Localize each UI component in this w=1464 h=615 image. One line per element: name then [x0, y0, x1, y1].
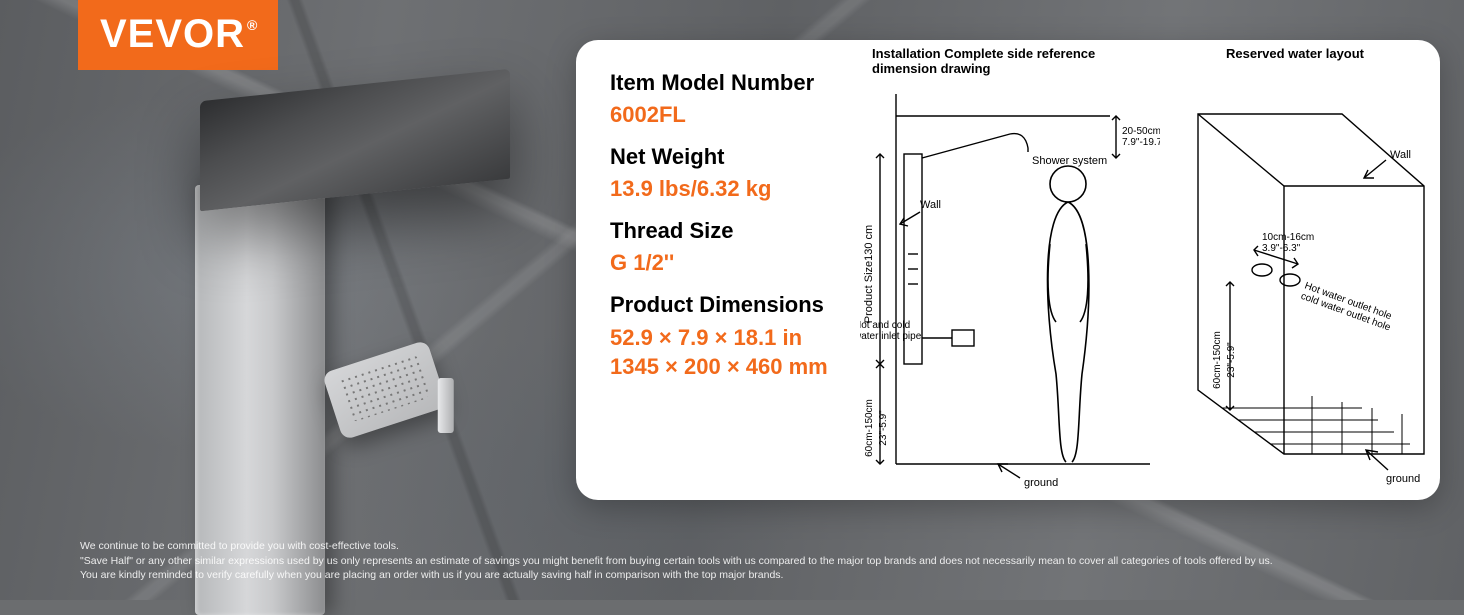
shower-head [200, 69, 510, 212]
svg-text:23"-5.9": 23"-5.9" [878, 410, 889, 446]
svg-text:20-50cm7.9"-19.7": 20-50cm7.9"-19.7" [1122, 126, 1160, 148]
diagram1-svg: Wall Shower system Product Size130 cm Ho… [860, 74, 1160, 494]
svg-text:23"-5.9": 23"-5.9" [1226, 342, 1237, 378]
d2-wall: Wall [1390, 149, 1411, 161]
d1-product-size: Product Size130 cm [863, 225, 875, 323]
spec-value: 13.9 lbs/6.32 kg [610, 176, 846, 202]
diagram2-title: Reserved water layout [1226, 46, 1364, 61]
d2-ground: ground [1386, 473, 1420, 485]
hand-shower [322, 340, 448, 441]
svg-text:60cm-150cm: 60cm-150cm [1212, 331, 1223, 389]
diagram2-svg: Wall ground 10cm-16cm3.9"-6.3" Hot water… [1172, 74, 1432, 494]
diagrams-area: Installation Complete side reference dim… [866, 40, 1440, 500]
d1-shower-system: Shower system [1032, 155, 1107, 167]
hand-shower-nozzles [338, 354, 430, 423]
spec-value: 52.9 × 7.9 × 18.1 in1345 × 200 × 460 mm [610, 324, 846, 381]
specs-column: Item Model Number 6002FL Net Weight 13.9… [576, 40, 866, 500]
footnote-line: "Save Half" or any other similar express… [80, 554, 1434, 568]
spec-label: Thread Size [610, 218, 846, 244]
spec-label: Net Weight [610, 144, 846, 170]
brand-name: VEVOR [100, 12, 245, 56]
info-panel: Item Model Number 6002FL Net Weight 13.9… [576, 40, 1440, 500]
diagram1-title: Installation Complete side reference dim… [872, 46, 1102, 76]
spec-label: Product Dimensions [610, 292, 846, 318]
product-illustration [125, 55, 505, 575]
spec-value: 6002FL [610, 102, 846, 128]
footnote-line: You are kindly reminded to verify carefu… [80, 568, 1434, 582]
d1-ground: ground [1024, 477, 1058, 489]
registered-mark: ® [247, 17, 258, 33]
svg-text:10cm-16cm3.9"-6.3": 10cm-16cm3.9"-6.3" [1262, 232, 1314, 254]
svg-text:Hot and coldwater inlet pipe: Hot and coldwater inlet pipe [860, 320, 922, 342]
footnote-line: We continue to be committed to provide y… [80, 539, 1434, 553]
svg-text:60cm-150cm: 60cm-150cm [864, 399, 875, 457]
spec-label: Item Model Number [610, 70, 846, 96]
svg-text:Hot water outlet holecold wate: Hot water outlet holecold water outlet h… [1299, 280, 1396, 333]
d1-wall: Wall [920, 199, 941, 211]
spec-value: G 1/2'' [610, 250, 846, 276]
footnote: We continue to be committed to provide y… [80, 539, 1434, 582]
